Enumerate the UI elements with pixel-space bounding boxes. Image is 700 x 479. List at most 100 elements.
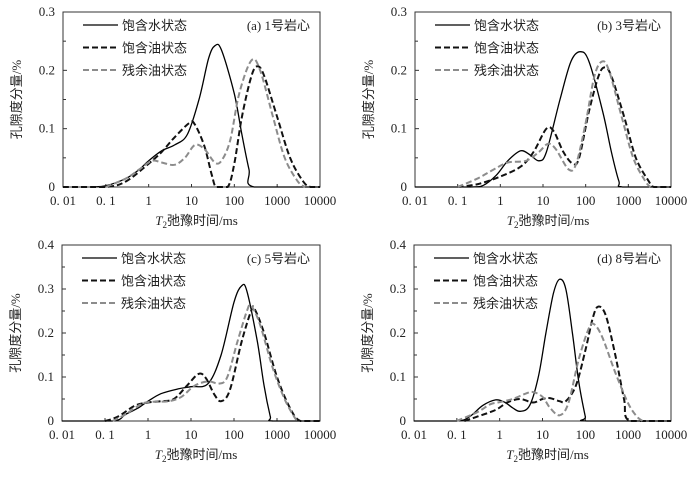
y-tick-label: 0.2 — [391, 62, 407, 77]
y-axis-label: 孔隙度分量/% — [9, 60, 24, 140]
x-axis-label-symbol: T — [506, 447, 514, 462]
legend-label-1: 饱含水状态 — [122, 18, 187, 33]
x-tick-label: 100 — [576, 193, 596, 208]
x-tick-label: 0. 1 — [95, 427, 115, 442]
plot-area-frame — [413, 244, 672, 422]
series-line-3 — [457, 60, 652, 188]
x-tick-label: 1 — [145, 427, 152, 442]
series-line-1 — [414, 51, 672, 188]
x-axis-label-symbol: T — [507, 213, 515, 228]
x-tick-label: 100 — [225, 193, 245, 208]
x-axis-label-subscript: 2 — [162, 220, 167, 230]
plot-area-frame — [62, 11, 321, 188]
plot-area-frame — [414, 11, 672, 188]
series-line-1 — [61, 283, 320, 422]
series-line-1 — [92, 43, 321, 188]
x-tick-label: 0. 01 — [50, 193, 76, 208]
x-tick-label: 1 — [145, 193, 152, 208]
x-axis-label-text: 弛豫时间/ms — [518, 213, 589, 228]
x-tick-label: 10000 — [655, 427, 688, 442]
chart-panel-d: 0 0.1 0.2 0.3 0.4 0. 01 0. 1 1 10 100 1000 10000 T2弛… — [360, 237, 687, 464]
x-axis-label: T2弛豫时间/ms — [506, 447, 589, 464]
series-line-2 — [464, 305, 671, 423]
y-tick-label: 0.4 — [38, 237, 55, 252]
series-line-3 — [105, 58, 306, 188]
x-tick-label: 0. 01 — [402, 193, 428, 208]
series-line-2 — [62, 65, 321, 189]
y-tick-label: 0.3 — [391, 4, 407, 19]
x-tick-label: 0. 01 — [401, 427, 427, 442]
panel-label: (d) 8号岩心 — [597, 251, 661, 266]
legend-label-2: 饱含油状态 — [121, 274, 186, 289]
x-axis-label-symbol: T — [155, 447, 163, 462]
x-tick-label: 10000 — [304, 193, 337, 208]
x-tick-label: 1000 — [615, 427, 641, 442]
x-tick-label: 0. 01 — [49, 427, 75, 442]
y-tick-label: 0.1 — [39, 121, 55, 136]
series-line-1 — [413, 278, 671, 422]
legend-label-1: 饱含水状态 — [473, 251, 538, 266]
y-tick-label: 0.2 — [390, 325, 406, 340]
x-tick-label: 1000 — [615, 193, 641, 208]
legend-label-2: 饱含油状态 — [122, 41, 187, 56]
y-tick-label: 0 — [400, 413, 407, 428]
x-tick-label: 10 — [536, 427, 549, 442]
chart-panel-a: 0 0.1 0.2 0.3 0. 01 0. 1 1 10 100 1000 10000 T2弛豫时间… — [9, 4, 336, 230]
y-tick-label: 0.2 — [38, 325, 54, 340]
x-tick-label: 0. 1 — [448, 193, 468, 208]
x-tick-label: 100 — [576, 427, 596, 442]
x-tick-label: 10000 — [304, 427, 337, 442]
x-axis-label-text: 弛豫时间/ms — [518, 447, 589, 462]
y-tick-label: 0.3 — [38, 281, 54, 296]
panel-label: (b) 3号岩心 — [597, 18, 661, 33]
x-axis-label-symbol: T — [155, 213, 163, 228]
x-tick-label: 100 — [224, 427, 244, 442]
y-tick-label: 0.1 — [390, 369, 406, 384]
x-axis-label-subscript: 2 — [514, 220, 519, 230]
x-tick-label: 10 — [185, 193, 198, 208]
x-axis-label-text: 弛豫时间/ms — [166, 447, 237, 462]
x-tick-label: 10 — [185, 427, 198, 442]
series-line-3 — [456, 322, 644, 422]
x-axis-label: T2弛豫时间/ms — [507, 213, 590, 230]
x-tick-label: 10 — [537, 193, 550, 208]
x-axis-label: T2弛豫时间/ms — [155, 213, 238, 230]
legend-label-1: 饱含水状态 — [121, 251, 186, 266]
y-tick-label: 0.4 — [390, 237, 407, 252]
y-tick-label: 0.3 — [39, 4, 55, 19]
legend-label-3: 残余油状态 — [121, 296, 186, 311]
y-axis-label: 孔隙度分量/% — [361, 60, 376, 140]
legend-label-1: 饱含水状态 — [474, 18, 539, 33]
chart-panel-c: 0 0.1 0.2 0.3 0.4 0. 01 0. 1 1 10 100 1000 10000 T2弛… — [8, 237, 336, 464]
x-axis-label-subscript: 2 — [513, 454, 518, 464]
y-tick-label: 0.1 — [38, 369, 54, 384]
y-tick-label: 0.3 — [390, 281, 406, 296]
x-tick-label: 1000 — [264, 427, 290, 442]
x-tick-label: 1 — [497, 193, 504, 208]
x-axis-label-subscript: 2 — [162, 454, 167, 464]
y-axis-label: 孔隙度分量/% — [8, 293, 23, 373]
y-tick-label: 0.2 — [39, 62, 55, 77]
chart-panel-b: 0 0.1 0.2 0.3 0. 01 0. 1 1 10 100 1000 10000 T2弛豫时间… — [361, 4, 687, 230]
legend-label-3: 残余油状态 — [473, 296, 538, 311]
series-line-3 — [112, 303, 299, 422]
legend-label-2: 饱含油状态 — [474, 41, 539, 56]
y-tick-label: 0.1 — [391, 121, 407, 136]
panel-label: (a) 1号岩心 — [247, 18, 310, 33]
x-tick-label: 1 — [496, 427, 503, 442]
x-axis-label: T2弛豫时间/ms — [155, 447, 238, 464]
y-tick-label: 0 — [49, 179, 56, 194]
x-axis-label-text: 弛豫时间/ms — [167, 213, 238, 228]
y-axis-label: 孔隙度分量/% — [360, 293, 375, 373]
x-tick-label: 0. 1 — [96, 193, 116, 208]
legend-label-2: 饱含油状态 — [473, 274, 538, 289]
y-tick-label: 0 — [401, 179, 408, 194]
legend-label-3: 残余油状态 — [122, 63, 187, 78]
x-tick-label: 1000 — [264, 193, 290, 208]
legend-label-3: 残余油状态 — [474, 63, 539, 78]
x-tick-label: 10000 — [655, 193, 688, 208]
x-tick-label: 0. 1 — [447, 427, 467, 442]
y-tick-label: 0 — [48, 413, 55, 428]
